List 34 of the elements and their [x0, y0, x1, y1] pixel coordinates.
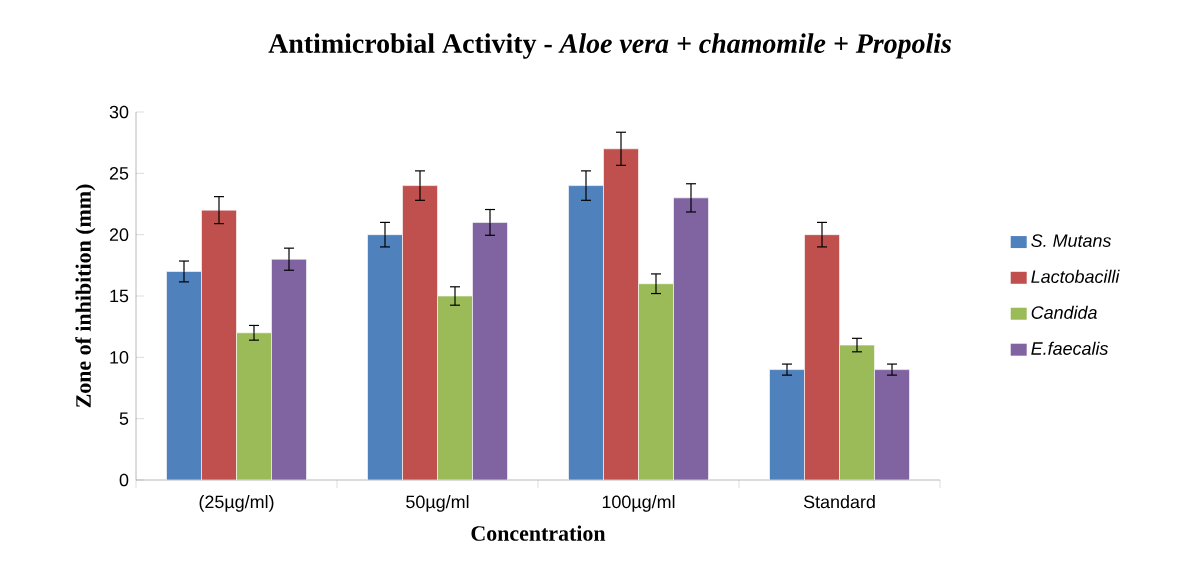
legend-label: S. Mutans [1031, 234, 1112, 248]
legend-label: Candida [1031, 305, 1097, 319]
y-tick-label: 30 [109, 105, 129, 119]
bar [638, 283, 674, 480]
bar [804, 234, 840, 480]
chart-title: Antimicrobial Activity - Aloe vera + chamomile + Propolis [268, 33, 952, 59]
x-tick-label: (25µg/ml) [199, 495, 274, 512]
bar [236, 332, 272, 480]
bar [472, 222, 508, 480]
y-tick-label: 20 [109, 228, 129, 242]
y-tick-label: 25 [109, 166, 129, 180]
y-tick-label: 10 [110, 350, 129, 364]
bar [201, 209, 237, 480]
bar [166, 271, 202, 480]
y-tick-label: 5 [119, 412, 129, 425]
x-axis-title: Concentration [471, 525, 606, 541]
bar [271, 258, 307, 480]
x-tick-label: 50µg/ml [406, 495, 469, 512]
bar [603, 148, 639, 480]
x-tick-label: Standard [803, 495, 875, 509]
bar [367, 234, 403, 480]
legend-label: E.faecalis [1031, 341, 1109, 355]
y-tick-label: 0 [119, 473, 129, 487]
bar [839, 344, 875, 480]
bar [874, 369, 910, 480]
y-axis-title: Zone of inhibition (mm) [75, 184, 96, 408]
y-tick-label: 15 [110, 289, 129, 303]
bar [673, 197, 709, 480]
x-tick-label: 100µg/ml [602, 495, 675, 512]
bar [568, 185, 604, 480]
bar [437, 295, 473, 480]
bar [769, 369, 805, 480]
legend-label: Lactobacilli [1031, 269, 1120, 283]
bar [402, 185, 438, 480]
